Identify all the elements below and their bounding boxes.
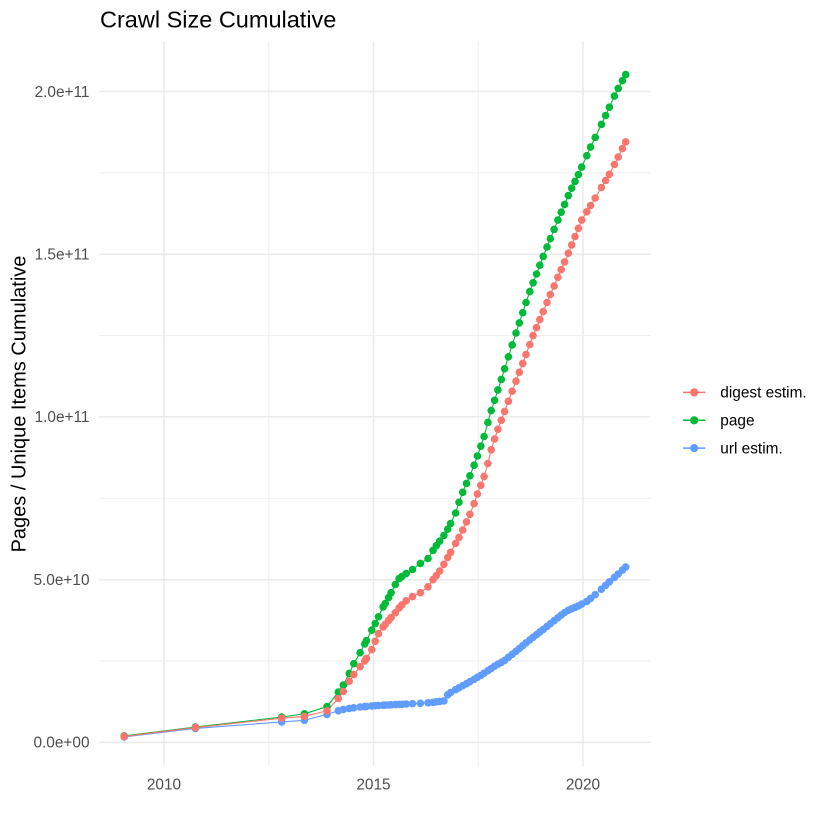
svg-text:Pages / Unique Items Cumulativ: Pages / Unique Items Cumulative (9, 256, 31, 553)
svg-text:page: page (720, 413, 754, 430)
svg-text:digest estim.: digest estim. (720, 385, 806, 402)
svg-text:0.0e+00: 0.0e+00 (33, 735, 89, 752)
svg-text:2015: 2015 (356, 776, 390, 793)
svg-text:2010: 2010 (147, 776, 181, 793)
svg-text:5.0e+10: 5.0e+10 (33, 572, 89, 589)
svg-text:Crawl Size Cumulative: Crawl Size Cumulative (100, 7, 336, 33)
svg-text:url estim.: url estim. (720, 440, 782, 457)
svg-text:2020: 2020 (566, 776, 600, 793)
svg-text:1.5e+11: 1.5e+11 (35, 247, 90, 264)
svg-text:2.0e+11: 2.0e+11 (35, 84, 90, 101)
svg-text:1.0e+11: 1.0e+11 (35, 409, 90, 426)
